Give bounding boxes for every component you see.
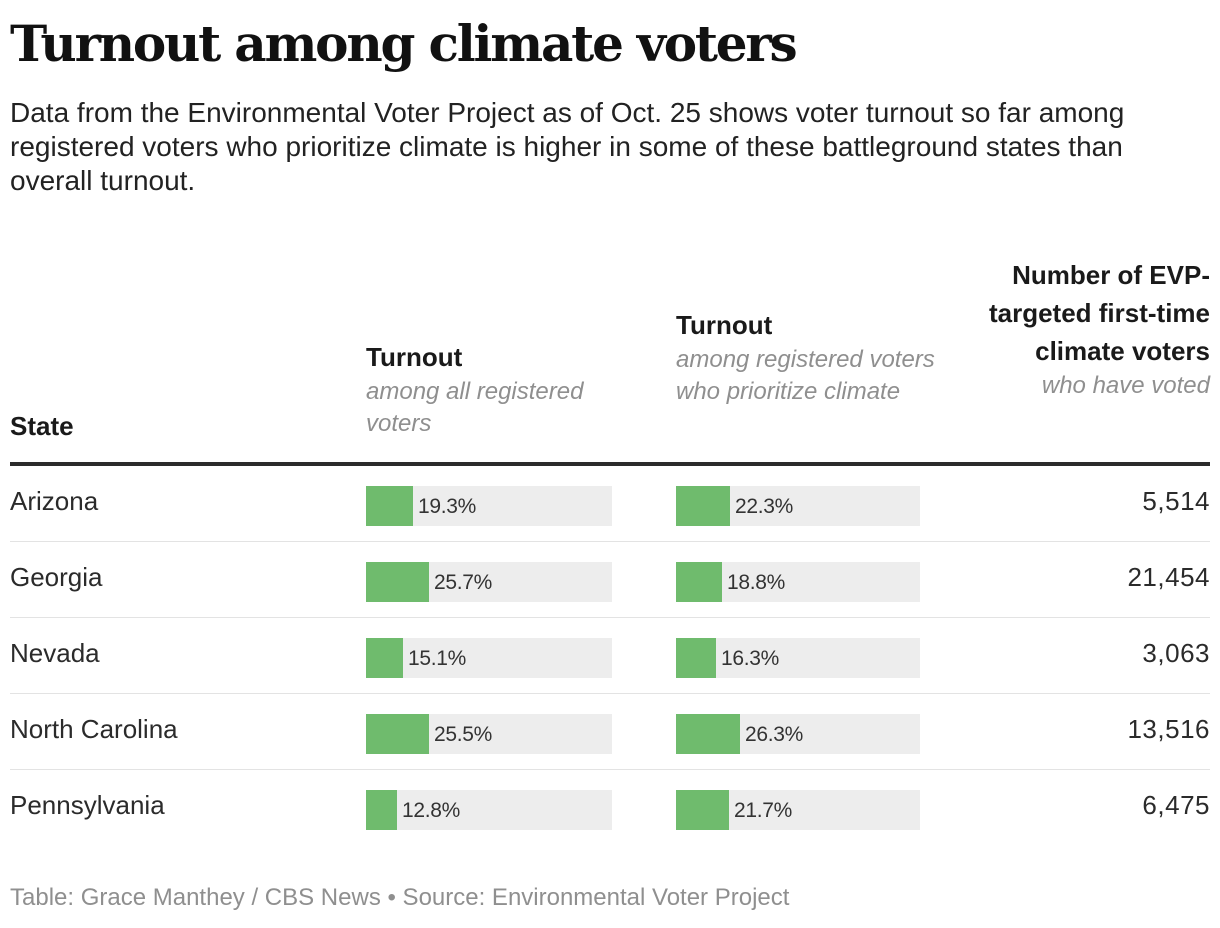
bar-climate [676, 562, 722, 602]
state-name: Arizona [10, 486, 99, 516]
table-row: North Carolina 25.5% 26.3% 13,516 [10, 694, 1210, 770]
table-row: Nevada 15.1% 16.3% 3,063 [10, 618, 1210, 694]
column-header-turnout-climate-label: Turnout [676, 310, 773, 340]
bar-track-climate: 22.3% [676, 486, 920, 526]
bar-label-climate: 18.8% [727, 571, 786, 594]
bar-track-all: 25.7% [366, 562, 612, 602]
bar-label-climate: 26.3% [745, 723, 804, 746]
state-name: Nevada [10, 638, 100, 668]
column-header-evp-voters: Number of EVP-targeted first-time climat… [970, 256, 1210, 402]
chart-title: Turnout among climate voters [10, 14, 798, 73]
column-header-turnout-all: Turnout among all registered voters [366, 338, 626, 440]
bar-climate [676, 790, 729, 830]
table-row: Arizona 19.3% 22.3% 5,514 [10, 466, 1210, 542]
column-header-evp-voters-label: Number of EVP-targeted first-time climat… [988, 260, 1210, 366]
column-header-turnout-climate-sub: among registered voters who prioritize c… [676, 346, 935, 405]
column-header-turnout-all-label: Turnout [366, 342, 463, 372]
table-row: Pennsylvania 12.8% 21.7% 6,475 [10, 770, 1210, 846]
bar-all [366, 638, 403, 678]
bar-climate [676, 714, 740, 754]
source-credit: Table: Grace Manthey / CBS News • Source… [10, 884, 790, 911]
bar-label-climate: 22.3% [735, 495, 794, 518]
evp-voter-count: 6,475 [1142, 790, 1210, 820]
bar-all [366, 714, 429, 754]
column-header-evp-voters-sub: who have voted [1041, 372, 1210, 399]
column-header-turnout-climate: Turnout among registered voters who prio… [676, 306, 936, 408]
bar-track-all: 15.1% [366, 638, 612, 678]
bar-track-all: 25.5% [366, 714, 612, 754]
row-divider [10, 617, 1210, 618]
bar-label-all: 15.1% [408, 647, 467, 670]
row-divider [10, 693, 1210, 694]
bar-label-all: 19.3% [418, 495, 477, 518]
bar-track-all: 12.8% [366, 790, 612, 830]
bar-track-climate: 18.8% [676, 562, 920, 602]
bar-track-climate: 21.7% [676, 790, 920, 830]
bar-label-all: 25.5% [434, 723, 493, 746]
table-row: Georgia 25.7% 18.8% 21,454 [10, 542, 1210, 618]
row-divider [10, 769, 1210, 770]
bar-track-climate: 16.3% [676, 638, 920, 678]
bar-label-all: 12.8% [402, 799, 461, 822]
state-name: North Carolina [10, 714, 178, 744]
bar-track-climate: 26.3% [676, 714, 920, 754]
chart-subtitle: Data from the Environmental Voter Projec… [10, 97, 1125, 196]
bar-all [366, 790, 397, 830]
bar-all [366, 486, 413, 526]
evp-voter-count: 21,454 [1127, 562, 1210, 592]
header-rule [10, 462, 1210, 466]
evp-voter-count: 13,516 [1127, 714, 1210, 744]
bar-label-climate: 21.7% [734, 799, 793, 822]
column-header-state: State [10, 407, 74, 445]
evp-voter-count: 3,063 [1142, 638, 1210, 668]
bar-all [366, 562, 429, 602]
column-header-state-label: State [10, 411, 74, 441]
state-name: Georgia [10, 562, 103, 592]
row-divider [10, 541, 1210, 542]
bar-climate [676, 638, 716, 678]
bar-label-all: 25.7% [434, 571, 493, 594]
evp-voter-count: 5,514 [1142, 486, 1210, 516]
bar-track-all: 19.3% [366, 486, 612, 526]
state-name: Pennsylvania [10, 790, 165, 820]
bar-label-climate: 16.3% [721, 647, 780, 670]
bar-climate [676, 486, 730, 526]
column-header-turnout-all-sub: among all registered voters [366, 378, 584, 437]
